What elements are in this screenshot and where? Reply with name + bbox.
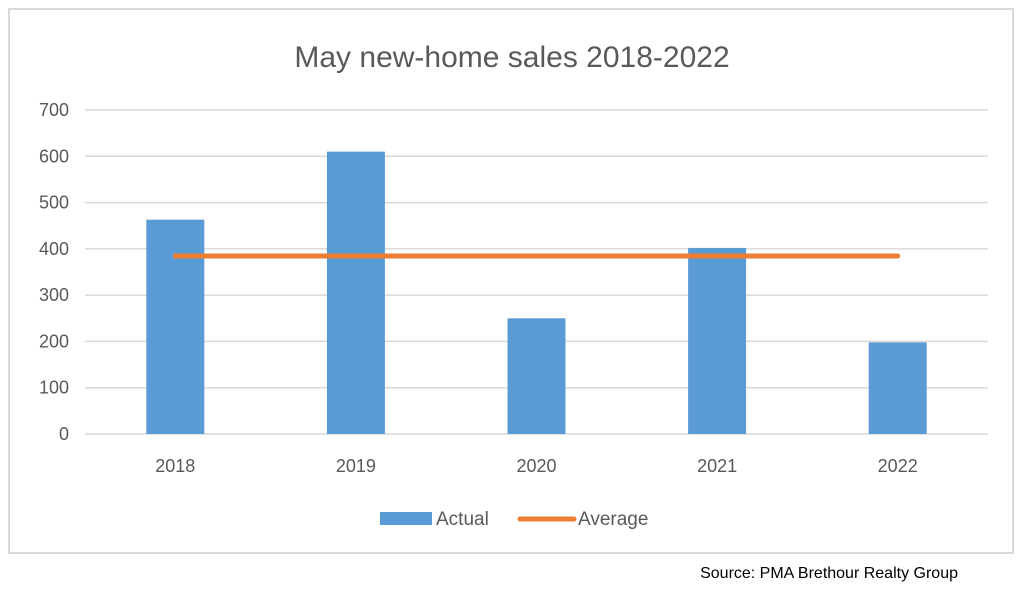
chart-frame: May new-home sales 2018-2022 0 100 200 300 4… [8, 8, 1014, 554]
y-tick-label: 400 [39, 239, 69, 259]
legend-label-average: Average [578, 509, 648, 530]
x-tick-label: 2019 [336, 456, 376, 476]
x-tick-label: 2021 [697, 456, 737, 476]
x-axis-ticks: 2018 2019 2020 2021 2022 [155, 456, 917, 476]
bar-actual [868, 342, 927, 434]
y-axis-ticks: 0 100 200 300 400 500 600 700 [39, 100, 69, 444]
bar-chart: May new-home sales 2018-2022 0 100 200 300 4… [39, 41, 988, 530]
y-tick-label: 300 [39, 285, 69, 305]
legend: Actual Average [380, 509, 648, 530]
x-tick-label: 2022 [878, 456, 918, 476]
legend-swatch-actual [380, 512, 432, 525]
y-tick-label: 100 [39, 378, 69, 398]
x-tick-label: 2020 [516, 456, 556, 476]
legend-label-actual: Actual [436, 509, 489, 530]
y-tick-label: 500 [39, 193, 69, 213]
y-tick-label: 200 [39, 331, 69, 351]
source-note: Source: PMA Brethour Realty Group [700, 565, 958, 582]
bar-actual [688, 247, 747, 434]
x-tick-label: 2018 [155, 456, 195, 476]
bar-actual [326, 151, 385, 434]
y-tick-label: 0 [59, 424, 69, 444]
chart-title: May new-home sales 2018-2022 [294, 41, 729, 74]
bars-actual [146, 151, 927, 434]
y-tick-label: 600 [39, 146, 69, 166]
y-tick-label: 700 [39, 100, 69, 120]
bar-actual [146, 219, 205, 434]
bar-actual [507, 318, 566, 434]
